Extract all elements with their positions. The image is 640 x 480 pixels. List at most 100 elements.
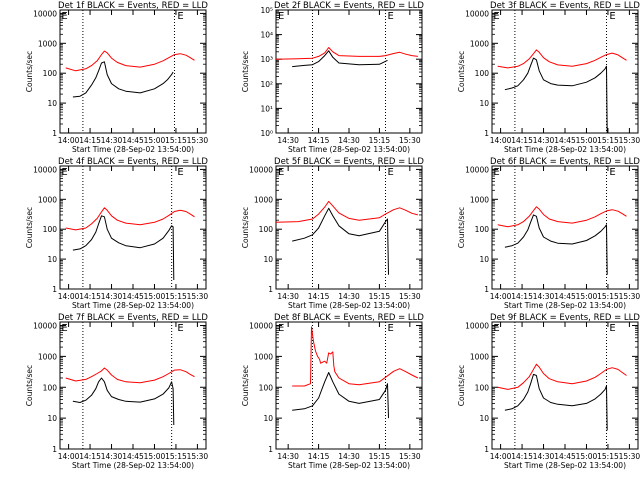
x-tick-label: 15:30 <box>619 292 640 301</box>
x-tick-label: 14:00 <box>58 452 80 461</box>
y-tick-label: 10000 <box>465 322 489 331</box>
x-tick-label: 14:45 <box>554 136 576 145</box>
event-flag-label: E <box>61 323 67 334</box>
chart-panel-8: Det 8f BLACK = Events, RED = LLD 1 10 100 10… <box>241 313 424 470</box>
y-tick-label: 10⁰ <box>260 129 273 138</box>
y-tick-label: 1000 <box>38 39 57 48</box>
y-axis-label: Counts/sec <box>241 207 250 248</box>
events-series-line <box>504 214 608 275</box>
x-tick-label: 14:45 <box>554 452 576 461</box>
y-tick-label: 1000 <box>254 195 273 204</box>
plot-frame <box>59 9 207 134</box>
y-tick-label: 100 <box>43 69 58 78</box>
x-tick-label: 14:00 <box>490 452 512 461</box>
events-series-line <box>292 372 389 419</box>
x-tick-label: 15:00 <box>144 292 166 301</box>
event-flag-label: E <box>177 167 183 178</box>
x-tick-label: 14:15 <box>511 292 533 301</box>
y-tick-label: 1000 <box>38 195 57 204</box>
x-tick-label: 15:00 <box>576 292 598 301</box>
x-tick-label: 14:45 <box>554 292 576 301</box>
y-tick-label: 10 <box>47 255 57 264</box>
y-tick-label: 100 <box>475 383 490 392</box>
x-tick-label: 14:30 <box>533 136 555 145</box>
chart-panel-6: Det 6f BLACK = Events, RED = LLD 1 10 100 10… <box>457 157 640 310</box>
event-flag-label: E <box>388 11 394 22</box>
y-tick-label: 1 <box>52 129 57 138</box>
y-tick-label: 1 <box>484 129 489 138</box>
y-axis-label: Counts/sec <box>241 51 250 92</box>
x-tick-label: 15:30 <box>187 452 209 461</box>
y-axis-label: Counts/sec <box>457 207 466 248</box>
chart-title: Det 8f BLACK = Events, RED = LLD <box>274 313 424 323</box>
chart-panel-3: Det 3f BLACK = Events, RED = LLD 1 10 100 10… <box>457 1 640 154</box>
lld-series-line <box>65 367 195 384</box>
y-tick-label: 1 <box>52 445 57 454</box>
lld-series-line <box>497 363 627 390</box>
x-axis-label: Start Time (28-Sep-02 13:54:00) <box>72 461 194 470</box>
y-tick-label: 10000 <box>249 322 273 331</box>
y-tick-label: 10000 <box>249 165 273 174</box>
x-tick-label: 14:15 <box>511 136 533 145</box>
event-flag-label: E <box>177 323 183 334</box>
plot-frame <box>491 321 639 450</box>
chart-title: Det 3f BLACK = Events, RED = LLD <box>490 1 640 11</box>
x-tick-label: 14:00 <box>490 136 512 145</box>
y-tick-label: 10000 <box>465 9 489 18</box>
x-tick-label: 15:30 <box>399 452 421 461</box>
y-tick-label: 10 <box>479 99 489 108</box>
lld-series-line <box>497 206 627 228</box>
x-tick-label: 14:30 <box>277 136 299 145</box>
chart-panel-4: Det 4f BLACK = Events, RED = LLD 1 10 100 10… <box>25 157 208 310</box>
y-tick-label: 10000 <box>33 165 57 174</box>
chart-title: Det 2f BLACK = Events, RED = LLD <box>274 1 424 11</box>
x-tick-label: 14:30 <box>338 136 360 145</box>
y-tick-label: 1 <box>484 445 489 454</box>
y-tick-label: 10 <box>263 255 273 264</box>
x-tick-label: 15:15 <box>597 292 619 301</box>
event-flag-label: E <box>278 11 284 22</box>
plot-frame <box>59 165 207 290</box>
event-flag-label: E <box>609 167 615 178</box>
x-tick-label: 14:30 <box>101 452 123 461</box>
x-tick-label: 14:30 <box>101 292 123 301</box>
chart-panel-1: Det 1f BLACK = Events, RED = LLD 1 10 100 10… <box>25 1 208 154</box>
y-tick-label: 100 <box>475 225 490 234</box>
event-flag-label: E <box>278 167 284 178</box>
y-tick-label: 1 <box>52 285 57 294</box>
event-flag-label: E <box>609 323 615 334</box>
event-flag-label: E <box>609 11 615 22</box>
x-axis-label: Start Time (28-Sep-02 13:54:00) <box>504 461 626 470</box>
y-tick-label: 10¹ <box>260 104 273 113</box>
x-tick-label: 15:30 <box>399 136 421 145</box>
events-series-line <box>72 377 175 426</box>
y-tick-label: 100 <box>259 383 274 392</box>
y-tick-label: 1000 <box>470 352 489 361</box>
x-tick-label: 15:00 <box>144 452 166 461</box>
chart-title: Det 9f BLACK = Events, RED = LLD <box>490 313 640 323</box>
y-tick-label: 10² <box>260 80 273 89</box>
chart-panel-5: Det 5f BLACK = Events, RED = LLD 1 10 100 10… <box>241 157 424 310</box>
events-series-line <box>504 57 608 134</box>
x-tick-label: 15:15 <box>165 136 187 145</box>
y-tick-label: 10³ <box>260 55 273 64</box>
event-flag-label: E <box>493 323 499 334</box>
events-series-line <box>504 373 608 431</box>
x-axis-label: Start Time (28-Sep-02 13:54:00) <box>504 301 626 310</box>
x-tick-label: 15:15 <box>369 136 391 145</box>
chart-title: Det 6f BLACK = Events, RED = LLD <box>490 157 640 167</box>
event-flag-label: E <box>177 11 183 22</box>
y-axis-label: Counts/sec <box>25 207 34 248</box>
x-tick-label: 14:30 <box>338 452 360 461</box>
y-tick-label: 1000 <box>254 352 273 361</box>
lld-series-line <box>65 207 195 231</box>
events-series-line <box>292 50 388 68</box>
y-tick-label: 10 <box>479 255 489 264</box>
y-tick-label: 1 <box>268 285 273 294</box>
chart-title: Det 5f BLACK = Events, RED = LLD <box>274 157 424 167</box>
event-flag-label: E <box>493 11 499 22</box>
x-tick-label: 15:15 <box>597 136 619 145</box>
x-tick-label: 14:00 <box>58 292 80 301</box>
x-axis-label: Start Time (28-Sep-02 13:54:00) <box>288 145 410 154</box>
event-flag-label: E <box>278 323 284 334</box>
